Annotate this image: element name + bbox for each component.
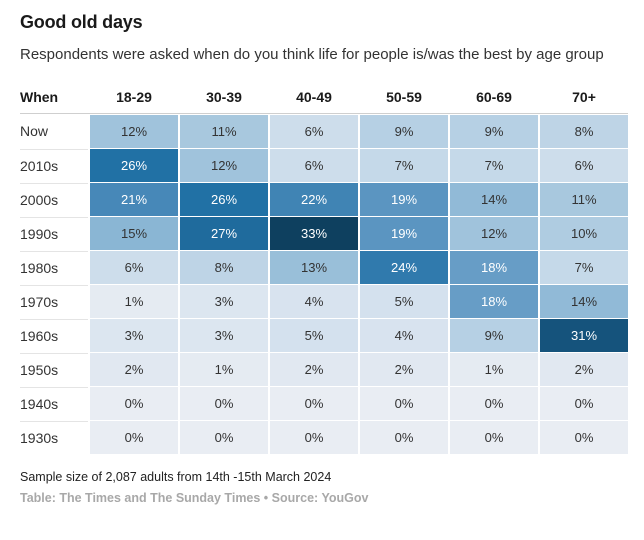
heatmap-cell: 8% bbox=[180, 250, 268, 284]
column-header: 60-69 bbox=[476, 88, 512, 105]
row-label: 1980s bbox=[20, 250, 88, 284]
heatmap-cell: 0% bbox=[180, 386, 268, 420]
heatmap-cell: 6% bbox=[270, 114, 358, 148]
heatmap-cell: 5% bbox=[360, 284, 448, 318]
column-header-when: When bbox=[20, 88, 59, 105]
heatmap-cell: 6% bbox=[270, 148, 358, 182]
column-header: 18-29 bbox=[116, 88, 152, 105]
heatmap-cell: 1% bbox=[450, 352, 538, 386]
column-header: 50-59 bbox=[386, 88, 422, 105]
heatmap-cell: 4% bbox=[270, 284, 358, 318]
chart-card: Good old days Respondents were asked whe… bbox=[20, 12, 628, 505]
heatmap-cell: 13% bbox=[270, 250, 358, 284]
column-header: 70+ bbox=[572, 88, 596, 105]
row-label: 2000s bbox=[20, 182, 88, 216]
heatmap-cell: 18% bbox=[450, 250, 538, 284]
heatmap-cell: 3% bbox=[180, 318, 268, 352]
heatmap-cell: 9% bbox=[450, 114, 538, 148]
heatmap-cell: 11% bbox=[180, 114, 268, 148]
heatmap-cell: 0% bbox=[90, 386, 178, 420]
attribution-byline: Table: The Times and The Sunday Times • … bbox=[20, 490, 369, 505]
heatmap-cell: 11% bbox=[540, 182, 628, 216]
row-label: 1930s bbox=[20, 420, 88, 454]
heatmap-cell: 3% bbox=[180, 284, 268, 318]
heatmap-cell: 12% bbox=[90, 114, 178, 148]
chart-title: Good old days bbox=[20, 12, 143, 32]
heatmap-cell: 31% bbox=[540, 318, 628, 352]
heatmap-cell: 19% bbox=[360, 216, 448, 250]
heatmap-cell: 1% bbox=[180, 352, 268, 386]
heatmap-cell: 26% bbox=[90, 148, 178, 182]
heatmap-cell: 5% bbox=[270, 318, 358, 352]
heatmap-cell: 24% bbox=[360, 250, 448, 284]
heatmap-cell: 2% bbox=[360, 352, 448, 386]
row-label: 1970s bbox=[20, 284, 88, 318]
row-label: 1940s bbox=[20, 386, 88, 420]
heatmap-row: 1980s 6% 8% 13% 24% 18% 7% bbox=[20, 250, 628, 284]
heatmap-cell: 14% bbox=[450, 182, 538, 216]
heatmap-cell: 6% bbox=[90, 250, 178, 284]
heatmap-cell: 0% bbox=[270, 386, 358, 420]
chart-subtitle: Respondents were asked when do you think… bbox=[20, 46, 604, 63]
heatmap-cell: 10% bbox=[540, 216, 628, 250]
heatmap-cell: 14% bbox=[540, 284, 628, 318]
heatmap-cell: 0% bbox=[360, 420, 448, 454]
heatmap-row: Now 12% 11% 6% 9% 9% 8% bbox=[20, 114, 628, 148]
heatmap-cell: 2% bbox=[270, 352, 358, 386]
heatmap-body: Now 12% 11% 6% 9% 9% 8% 2010s 26% 12% 6% 7% 7% 6% 2000… bbox=[20, 114, 628, 454]
heatmap-cell: 6% bbox=[540, 148, 628, 182]
heatmap-row: 1950s 2% 1% 2% 2% 1% 2% bbox=[20, 352, 628, 386]
heatmap-cell: 0% bbox=[540, 386, 628, 420]
heatmap-cell: 7% bbox=[450, 148, 538, 182]
heatmap-header-row: When 18-29 30-39 40-49 50-59 60-69 70+ bbox=[20, 89, 628, 114]
heatmap-cell: 7% bbox=[540, 250, 628, 284]
heatmap-cell: 22% bbox=[270, 182, 358, 216]
heatmap-cell: 4% bbox=[360, 318, 448, 352]
heatmap-cell: 12% bbox=[180, 148, 268, 182]
row-label: 2010s bbox=[20, 148, 88, 182]
heatmap-row: 1960s 3% 3% 5% 4% 9% 31% bbox=[20, 318, 628, 352]
heatmap-cell: 0% bbox=[270, 420, 358, 454]
heatmap-cell: 0% bbox=[180, 420, 268, 454]
heatmap-cell: 19% bbox=[360, 182, 448, 216]
heatmap-cell: 33% bbox=[270, 216, 358, 250]
heatmap-cell: 0% bbox=[450, 420, 538, 454]
heatmap-cell: 9% bbox=[450, 318, 538, 352]
heatmap-cell: 8% bbox=[540, 114, 628, 148]
heatmap-cell: 9% bbox=[360, 114, 448, 148]
heatmap-cell: 0% bbox=[540, 420, 628, 454]
heatmap-row: 2000s 21% 26% 22% 19% 14% 11% bbox=[20, 182, 628, 216]
heatmap-cell: 27% bbox=[180, 216, 268, 250]
heatmap-cell: 12% bbox=[450, 216, 538, 250]
row-label: 1950s bbox=[20, 352, 88, 386]
heatmap-cell: 15% bbox=[90, 216, 178, 250]
heatmap-cell: 0% bbox=[90, 420, 178, 454]
heatmap-row: 2010s 26% 12% 6% 7% 7% 6% bbox=[20, 148, 628, 182]
sample-size-note: Sample size of 2,087 adults from 14th -1… bbox=[20, 469, 332, 484]
heatmap-row: 1940s 0% 0% 0% 0% 0% 0% bbox=[20, 386, 628, 420]
column-header: 40-49 bbox=[296, 88, 332, 105]
row-label: 1960s bbox=[20, 318, 88, 352]
heatmap-cell: 7% bbox=[360, 148, 448, 182]
heatmap-cell: 18% bbox=[450, 284, 538, 318]
heatmap-table: When 18-29 30-39 40-49 50-59 60-69 70+ Now 12%… bbox=[20, 89, 628, 454]
heatmap-cell: 1% bbox=[90, 284, 178, 318]
heatmap-cell: 0% bbox=[450, 386, 538, 420]
heatmap-cell: 2% bbox=[540, 352, 628, 386]
heatmap-row: 1930s 0% 0% 0% 0% 0% 0% bbox=[20, 420, 628, 454]
column-header: 30-39 bbox=[206, 88, 242, 105]
row-label: Now bbox=[20, 123, 49, 140]
heatmap-cell: 0% bbox=[360, 386, 448, 420]
heatmap-row: 1990s 15% 27% 33% 19% 12% 10% bbox=[20, 216, 628, 250]
heatmap-cell: 21% bbox=[90, 182, 178, 216]
heatmap-cell: 2% bbox=[90, 352, 178, 386]
row-label: 1990s bbox=[20, 216, 88, 250]
heatmap-cell: 26% bbox=[180, 182, 268, 216]
heatmap-row: 1970s 1% 3% 4% 5% 18% 14% bbox=[20, 284, 628, 318]
heatmap-cell: 3% bbox=[90, 318, 178, 352]
